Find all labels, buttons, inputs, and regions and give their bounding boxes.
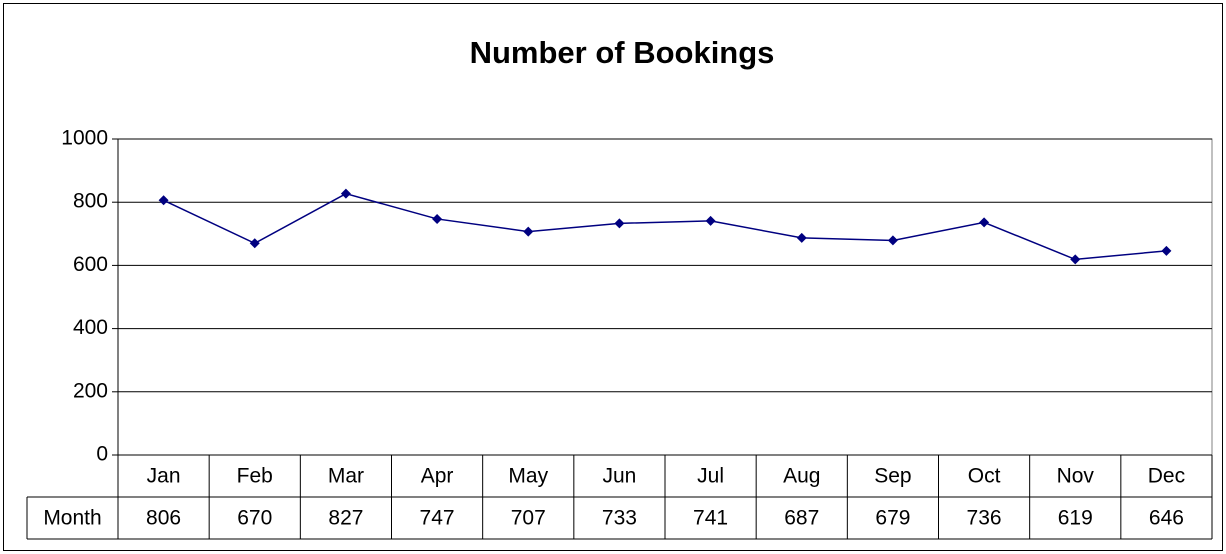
table-value: 741 — [693, 507, 728, 530]
x-tick-label: Aug — [783, 465, 820, 488]
y-tick-label: 800 — [73, 190, 108, 213]
x-tick-label: Nov — [1057, 465, 1095, 488]
x-tick-label: Feb — [237, 465, 273, 488]
x-tick-label: Jan — [147, 465, 181, 488]
x-tick-label: Sep — [874, 465, 911, 488]
marker — [340, 188, 351, 199]
x-tick-label: Oct — [968, 465, 1001, 488]
marker — [249, 238, 260, 249]
table-value: 707 — [511, 507, 546, 530]
x-tick-label: Dec — [1148, 465, 1185, 488]
chart-title: Number of Bookings — [470, 35, 775, 70]
marker — [979, 217, 990, 228]
marker — [614, 218, 625, 229]
x-tick-label: Mar — [328, 465, 364, 488]
marker — [158, 195, 169, 206]
x-tick-label: May — [508, 465, 548, 488]
table-value: 646 — [1149, 507, 1184, 530]
table-value: 619 — [1058, 507, 1093, 530]
marker — [796, 232, 807, 243]
legend-label: Month — [43, 507, 101, 530]
x-tick-label: Apr — [421, 465, 454, 488]
marker — [432, 213, 443, 224]
table-value: 670 — [237, 507, 272, 530]
table-value: 679 — [875, 507, 910, 530]
y-tick-label: 400 — [73, 316, 108, 339]
table-value: 827 — [328, 507, 363, 530]
plot-area — [117, 138, 1213, 456]
marker — [887, 235, 898, 246]
x-tick-label: Jun — [602, 465, 636, 488]
series-line — [163, 192, 1167, 261]
y-tick-label: 1000 — [61, 127, 108, 150]
marker — [1070, 254, 1081, 265]
table-value: 806 — [146, 507, 181, 530]
marker — [1161, 245, 1172, 256]
x-tick-label: Jul — [697, 465, 724, 488]
y-tick-label: 600 — [73, 253, 108, 276]
table-value: 736 — [967, 507, 1002, 530]
table-value: 747 — [420, 507, 455, 530]
table-value: 687 — [784, 507, 819, 530]
marker — [705, 215, 716, 226]
y-tick-label: 200 — [73, 379, 108, 402]
marker — [523, 226, 534, 237]
table-value: 733 — [602, 507, 637, 530]
y-tick-label: 0 — [96, 443, 108, 466]
